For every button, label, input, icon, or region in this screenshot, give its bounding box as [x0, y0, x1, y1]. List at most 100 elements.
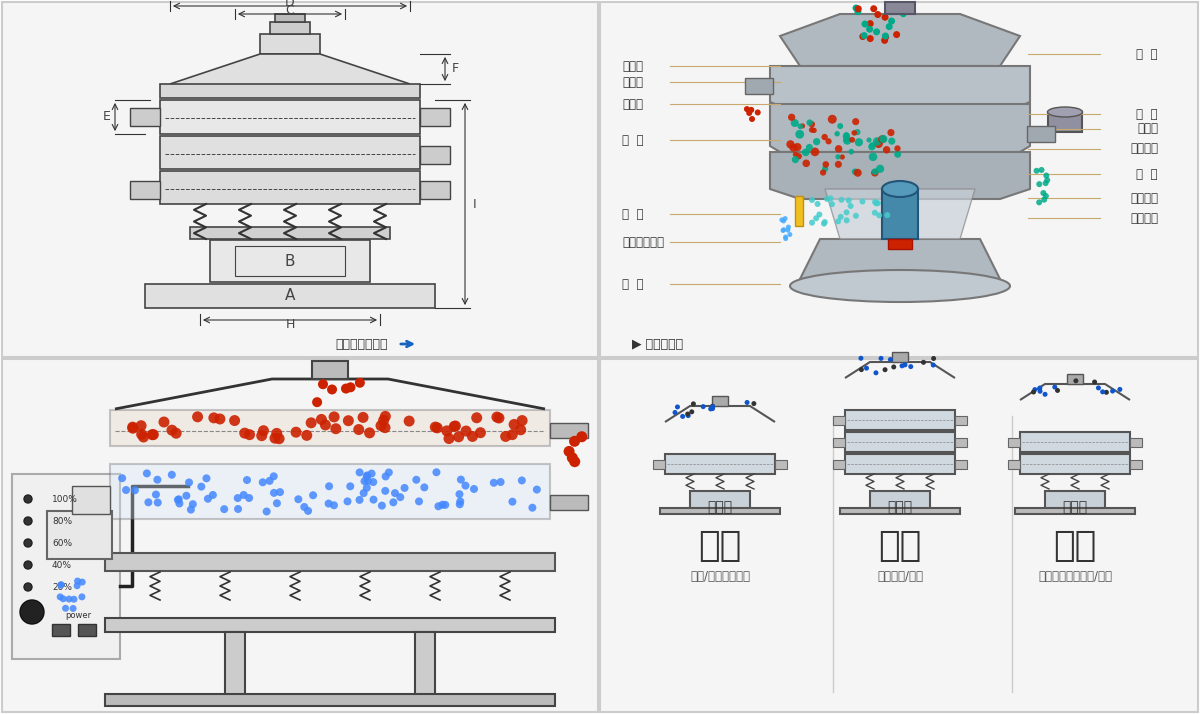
Circle shape: [569, 436, 580, 447]
Circle shape: [131, 486, 139, 494]
Circle shape: [749, 107, 755, 113]
Circle shape: [874, 29, 880, 35]
Circle shape: [875, 200, 881, 206]
Circle shape: [154, 498, 162, 506]
Bar: [1130, 460, 1142, 469]
Circle shape: [234, 494, 241, 502]
Bar: [796, 196, 803, 226]
Circle shape: [835, 154, 840, 159]
Circle shape: [820, 169, 827, 176]
Circle shape: [674, 404, 680, 409]
Circle shape: [528, 503, 536, 512]
Circle shape: [882, 34, 889, 41]
Circle shape: [806, 144, 812, 151]
Circle shape: [1038, 167, 1044, 173]
Circle shape: [708, 406, 713, 411]
Text: F: F: [451, 63, 458, 76]
Circle shape: [432, 423, 443, 433]
Bar: [420, 146, 450, 164]
Circle shape: [878, 356, 883, 361]
Circle shape: [875, 11, 881, 18]
Circle shape: [58, 581, 65, 588]
Circle shape: [449, 421, 460, 432]
Circle shape: [341, 383, 350, 393]
Circle shape: [197, 483, 205, 491]
Circle shape: [1037, 386, 1043, 391]
Circle shape: [391, 489, 398, 497]
Circle shape: [781, 218, 786, 223]
Bar: [130, 181, 160, 199]
Circle shape: [244, 476, 251, 484]
Circle shape: [800, 124, 805, 129]
Bar: [1067, 374, 1084, 384]
Text: 单层式: 单层式: [708, 500, 732, 514]
Circle shape: [869, 143, 876, 151]
Text: 分级: 分级: [698, 529, 742, 563]
Circle shape: [1104, 390, 1109, 395]
Circle shape: [852, 169, 858, 175]
Bar: [1027, 126, 1055, 142]
Circle shape: [382, 487, 389, 495]
Circle shape: [24, 583, 32, 591]
Text: B: B: [284, 253, 295, 268]
Circle shape: [886, 23, 893, 30]
Circle shape: [143, 469, 151, 478]
Circle shape: [367, 470, 376, 478]
Bar: [160, 136, 420, 169]
Bar: [106, 618, 554, 632]
Circle shape: [182, 492, 191, 500]
Circle shape: [854, 8, 862, 15]
Circle shape: [835, 145, 842, 153]
Circle shape: [852, 130, 857, 136]
Circle shape: [854, 138, 863, 146]
Text: 去除液体中的颗粒/异物: 去除液体中的颗粒/异物: [1038, 570, 1112, 583]
Circle shape: [751, 401, 756, 406]
Circle shape: [874, 201, 880, 206]
Circle shape: [257, 430, 268, 441]
Bar: [690, 491, 750, 509]
Text: 60%: 60%: [52, 538, 72, 548]
Circle shape: [826, 139, 832, 144]
Circle shape: [376, 420, 386, 431]
Circle shape: [127, 422, 138, 433]
Circle shape: [793, 143, 802, 151]
Circle shape: [811, 128, 817, 133]
Bar: [226, 632, 245, 696]
Circle shape: [883, 146, 890, 154]
Text: ▶ 结构示意图: ▶ 结构示意图: [632, 338, 683, 351]
Circle shape: [838, 213, 844, 220]
Bar: [1020, 432, 1130, 452]
Polygon shape: [770, 152, 1030, 199]
Bar: [882, 189, 918, 239]
Circle shape: [355, 378, 365, 388]
Circle shape: [824, 196, 830, 202]
Circle shape: [871, 210, 877, 216]
Circle shape: [244, 429, 256, 441]
Bar: [845, 410, 955, 430]
Bar: [12, 474, 120, 659]
Bar: [845, 432, 955, 452]
Circle shape: [515, 424, 526, 436]
Circle shape: [866, 137, 871, 143]
Text: power: power: [65, 611, 91, 620]
Circle shape: [174, 496, 182, 504]
Circle shape: [900, 10, 907, 17]
Circle shape: [871, 169, 878, 176]
Circle shape: [835, 218, 841, 224]
Circle shape: [509, 419, 520, 430]
Circle shape: [871, 169, 878, 175]
Text: 上部重锤: 上部重锤: [1130, 143, 1158, 156]
Circle shape: [146, 429, 157, 440]
Circle shape: [866, 35, 874, 42]
Circle shape: [330, 423, 341, 434]
Circle shape: [858, 356, 864, 361]
Circle shape: [310, 491, 317, 499]
Circle shape: [385, 468, 392, 476]
Circle shape: [1110, 388, 1115, 393]
Circle shape: [263, 508, 271, 516]
Circle shape: [892, 364, 896, 369]
Circle shape: [850, 137, 856, 143]
Circle shape: [403, 416, 415, 426]
Circle shape: [312, 397, 322, 407]
Circle shape: [188, 501, 197, 508]
